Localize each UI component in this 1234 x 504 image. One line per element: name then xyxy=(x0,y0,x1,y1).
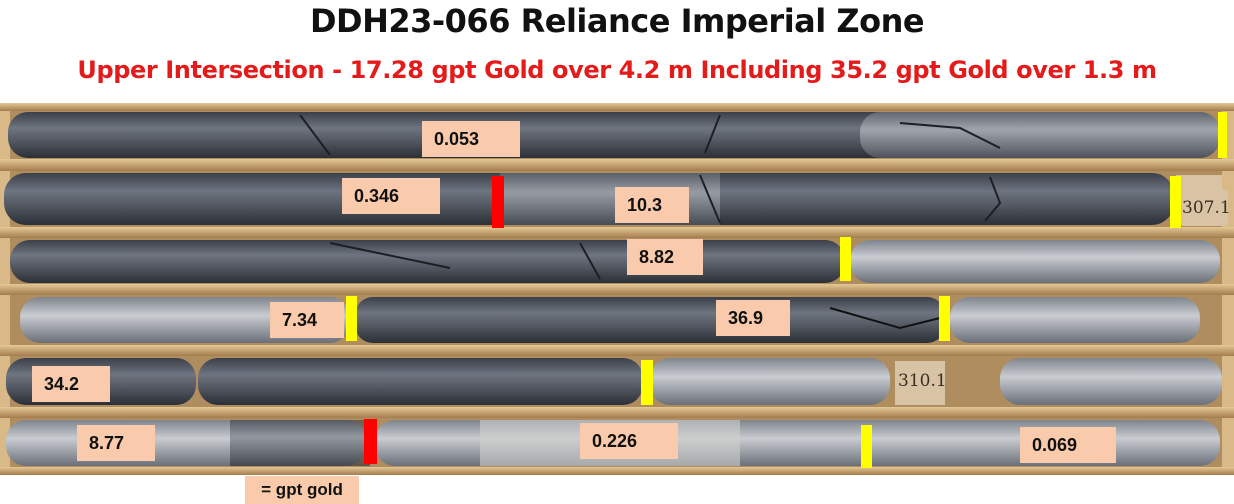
core-row-3 xyxy=(10,240,1220,283)
assay-label: 8.82 xyxy=(627,239,703,275)
core-row-2 xyxy=(4,173,1222,225)
marker-yellow xyxy=(861,425,872,468)
core-row-1 xyxy=(8,112,1220,158)
assay-label: 34.2 xyxy=(32,366,110,402)
title: DDH23-066 Reliance Imperial Zone xyxy=(309,2,925,40)
marker-red xyxy=(364,419,377,464)
marker-red xyxy=(492,176,504,228)
depth-tag: 310.1 xyxy=(898,364,947,398)
box-dividers xyxy=(0,103,1234,475)
assay-label: 8.77 xyxy=(77,425,155,461)
assay-label: 0.053 xyxy=(422,121,520,157)
assay-label: 0.069 xyxy=(1020,427,1116,463)
legend: = gpt gold xyxy=(245,476,359,504)
assay-label: 36.9 xyxy=(716,300,790,336)
marker-yellow xyxy=(346,296,357,341)
marker-yellow xyxy=(840,237,851,281)
assay-label: 10.3 xyxy=(615,187,689,223)
core-box-photo xyxy=(0,103,1234,475)
assay-label: 7.34 xyxy=(270,302,344,338)
core-row-4 xyxy=(20,297,1200,343)
marker-yellow xyxy=(1218,112,1227,158)
marker-yellow xyxy=(1170,176,1181,228)
assay-label: 0.226 xyxy=(580,423,678,459)
assay-label: 0.346 xyxy=(342,178,440,214)
core-row-5 xyxy=(6,358,1222,405)
marker-yellow xyxy=(641,360,653,405)
marker-yellow xyxy=(939,296,950,341)
subtitle: Upper Intersection - 17.28 gpt Gold over… xyxy=(77,56,1157,84)
depth-tag: 307.1 xyxy=(1182,190,1231,226)
